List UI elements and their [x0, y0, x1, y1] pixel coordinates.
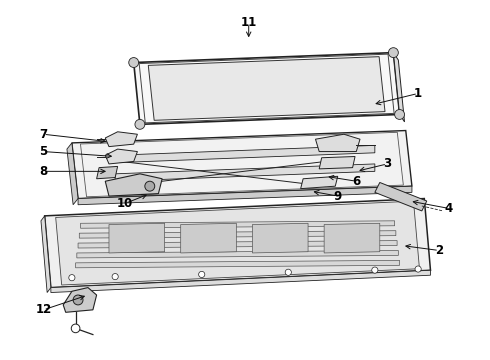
Circle shape — [145, 181, 155, 191]
Polygon shape — [324, 223, 380, 253]
Circle shape — [69, 275, 75, 281]
Circle shape — [135, 120, 145, 129]
Text: 8: 8 — [39, 165, 48, 178]
Text: 2: 2 — [435, 244, 443, 257]
Text: 1: 1 — [414, 87, 422, 100]
Text: 11: 11 — [241, 17, 257, 30]
Polygon shape — [301, 176, 338, 189]
Polygon shape — [252, 223, 308, 253]
Polygon shape — [316, 134, 360, 152]
Polygon shape — [319, 157, 355, 169]
Circle shape — [198, 271, 205, 278]
Polygon shape — [51, 270, 431, 293]
Polygon shape — [79, 231, 396, 238]
Polygon shape — [97, 166, 118, 179]
Text: 6: 6 — [352, 175, 361, 188]
Text: 9: 9 — [334, 190, 342, 203]
Polygon shape — [72, 131, 412, 199]
Circle shape — [372, 267, 378, 273]
Polygon shape — [393, 53, 405, 122]
Polygon shape — [375, 183, 427, 211]
Polygon shape — [105, 149, 137, 164]
Circle shape — [394, 109, 405, 120]
Polygon shape — [67, 143, 78, 205]
Circle shape — [129, 58, 139, 67]
Text: 12: 12 — [35, 303, 51, 316]
Circle shape — [71, 324, 80, 333]
Polygon shape — [77, 251, 398, 258]
Polygon shape — [63, 288, 97, 312]
Polygon shape — [78, 186, 412, 205]
Polygon shape — [148, 57, 385, 120]
Circle shape — [73, 295, 83, 305]
Polygon shape — [56, 201, 419, 285]
Circle shape — [112, 274, 118, 280]
Polygon shape — [134, 53, 399, 124]
Text: 10: 10 — [117, 197, 133, 210]
Polygon shape — [109, 223, 165, 253]
Text: 3: 3 — [383, 157, 392, 170]
Text: 7: 7 — [39, 128, 48, 141]
Polygon shape — [41, 216, 51, 293]
Polygon shape — [115, 145, 375, 163]
Polygon shape — [78, 240, 397, 248]
Polygon shape — [115, 164, 375, 181]
Circle shape — [415, 266, 421, 272]
Circle shape — [389, 48, 398, 58]
Circle shape — [285, 269, 292, 275]
Polygon shape — [105, 132, 137, 147]
Text: 4: 4 — [445, 202, 453, 215]
Polygon shape — [181, 223, 236, 253]
Polygon shape — [45, 199, 431, 288]
Text: 5: 5 — [39, 145, 48, 158]
Polygon shape — [75, 260, 399, 268]
Polygon shape — [80, 221, 394, 228]
Polygon shape — [105, 174, 162, 196]
